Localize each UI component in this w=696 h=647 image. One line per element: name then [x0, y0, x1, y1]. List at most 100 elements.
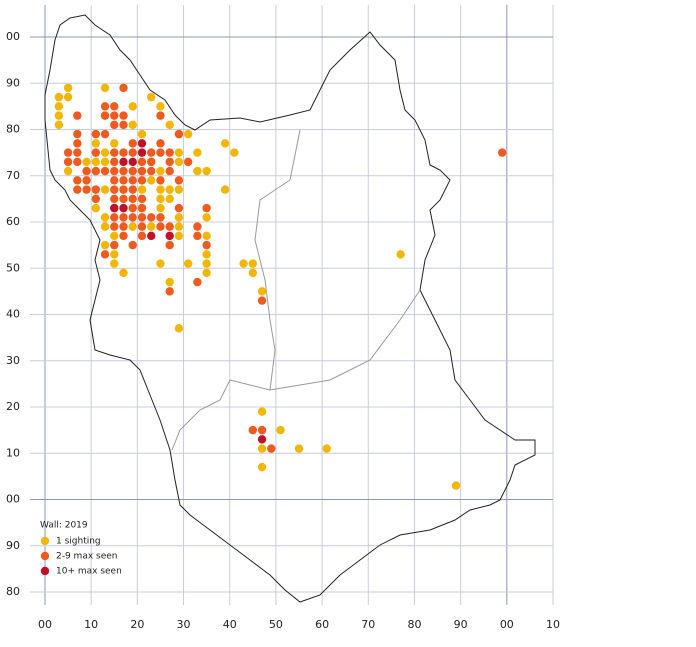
sighting-dot — [202, 268, 211, 278]
sighting-dot — [110, 250, 119, 259]
sighting-dot — [119, 185, 128, 194]
sighting-dot — [248, 268, 258, 278]
sighting-dot — [156, 176, 165, 185]
sighting-dot — [110, 157, 119, 167]
sighting-dot — [82, 185, 91, 194]
sighting-dot — [110, 139, 119, 148]
sighting-dot — [82, 166, 91, 176]
sighting-dot — [165, 240, 174, 250]
sighting-dot — [165, 157, 174, 167]
sighting-dot — [100, 129, 110, 139]
sighting-dot — [156, 166, 165, 176]
sighting-dot — [91, 157, 101, 167]
x-tick-label: 40 — [223, 618, 237, 631]
sighting-dot — [147, 231, 156, 241]
y-tick-label: 40 — [6, 308, 20, 321]
sighting-dot — [91, 148, 101, 157]
sighting-dot — [193, 231, 202, 241]
sighting-dot — [110, 185, 119, 194]
sighting-dot — [119, 268, 128, 278]
sighting-dot — [73, 139, 82, 148]
legend-swatch — [40, 551, 50, 561]
sighting-dot — [82, 157, 91, 167]
sighting-dot — [100, 83, 110, 93]
sighting-dot — [119, 111, 128, 120]
sighting-dot — [63, 166, 73, 176]
sighting-dot — [202, 213, 211, 222]
sighting-dot — [220, 185, 230, 194]
county-outline — [44, 14, 536, 603]
sighting-dot — [156, 102, 165, 111]
sighting-dot — [202, 259, 211, 268]
sighting-dot — [147, 176, 156, 185]
sighting-dot — [276, 425, 285, 435]
sighting-dot — [137, 194, 147, 204]
sighting-dot — [396, 250, 405, 259]
sighting-dot — [147, 92, 156, 102]
sighting-dot — [193, 277, 202, 287]
sighting-dot — [174, 157, 184, 167]
sighting-dot — [119, 120, 128, 130]
sighting-dot — [183, 129, 193, 139]
sighting-dot — [174, 324, 184, 333]
sighting-dot — [119, 222, 128, 231]
sighting-dot — [498, 148, 507, 157]
sighting-dot — [137, 222, 147, 231]
sighting-dot — [165, 185, 174, 194]
sighting-dot — [165, 120, 174, 130]
sighting-dot — [128, 213, 137, 222]
sighting-dot — [156, 194, 165, 204]
legend-swatch — [40, 536, 50, 546]
y-tick-label: 90 — [6, 76, 20, 89]
sighting-dot — [128, 157, 137, 167]
x-tick-label: 20 — [130, 618, 144, 631]
sighting-dot — [174, 203, 184, 213]
sighting-dot — [137, 129, 147, 139]
sighting-dot — [156, 185, 165, 194]
sighting-dot — [257, 444, 267, 453]
sighting-dot — [174, 176, 184, 185]
sighting-dot — [202, 250, 211, 259]
sighting-dot — [451, 481, 461, 490]
sighting-dot — [267, 444, 276, 453]
sighting-dot — [100, 111, 110, 120]
sighting-dot — [174, 148, 184, 157]
sighting-dot — [165, 148, 174, 157]
sighting-dot — [193, 222, 202, 231]
sighting-dot — [165, 277, 174, 287]
sighting-dot — [137, 139, 147, 148]
sighting-dot — [128, 102, 137, 111]
sighting-dot — [73, 148, 82, 157]
sighting-dot — [110, 231, 119, 241]
sighting-dot — [183, 157, 193, 167]
sighting-dot — [165, 287, 174, 296]
legend-label: 1 sighting — [56, 537, 101, 547]
sighting-dot — [110, 176, 119, 185]
sighting-dot — [100, 185, 110, 194]
y-tick-label: 80 — [6, 585, 20, 598]
sighting-dot — [54, 111, 64, 120]
legend-label: 2-9 max seen — [56, 552, 118, 562]
dots — [54, 83, 507, 490]
sighting-dot — [73, 176, 82, 185]
sighting-dot — [147, 166, 156, 176]
legend-title: Wall: 2019 — [40, 521, 88, 531]
x-tick-label: 80 — [407, 618, 421, 631]
sighting-dot — [100, 240, 110, 250]
sighting-dot — [91, 203, 101, 213]
sighting-dot — [165, 231, 174, 241]
sighting-dot — [119, 194, 128, 204]
sighting-dot — [193, 166, 202, 176]
sighting-dot — [119, 157, 128, 167]
sighting-dot — [137, 185, 147, 194]
y-tick-label: 90 — [6, 539, 20, 552]
sighting-dot — [174, 231, 184, 241]
sighting-dot — [128, 240, 137, 250]
sighting-dot — [73, 111, 82, 120]
sighting-dot — [63, 157, 73, 167]
sighting-dot — [91, 185, 101, 194]
x-tick-label: 10 — [84, 618, 98, 631]
sighting-dot — [128, 222, 137, 231]
sighting-dot — [137, 213, 147, 222]
